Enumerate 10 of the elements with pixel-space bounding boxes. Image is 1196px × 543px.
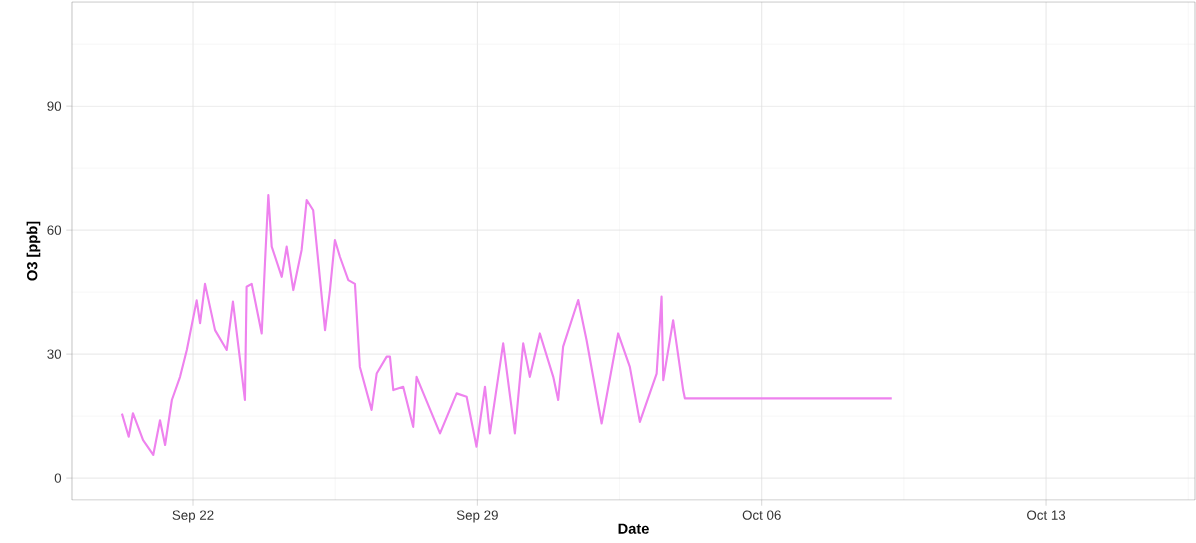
y-tick-label: 0: [54, 473, 62, 483]
x-tick-label: Sep 22: [172, 510, 214, 523]
y-tick-label: 60: [47, 225, 62, 235]
x-axis-title: Date: [618, 523, 649, 534]
x-tick-label: Oct 06: [742, 510, 781, 520]
y-tick-label: 90: [47, 101, 62, 111]
x-tick-label: Oct 13: [1027, 510, 1066, 520]
y-tick-label: 30: [47, 349, 62, 359]
x-tick-label: Sep 29: [456, 510, 498, 523]
y-axis-title: O3 [ppb]: [26, 221, 41, 281]
